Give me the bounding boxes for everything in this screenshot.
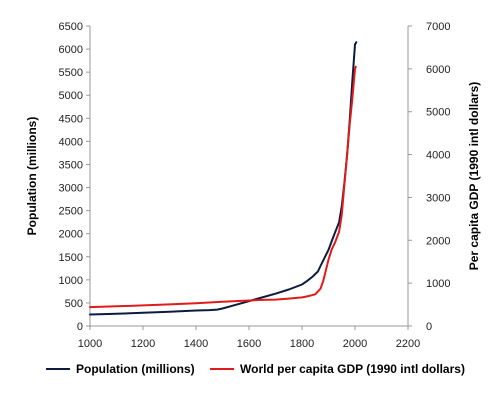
- y2-tick-label: 6000: [426, 64, 450, 76]
- x-tick-label: 1800: [290, 338, 314, 350]
- legend: Population (millions) World per capita GD…: [46, 362, 465, 376]
- y2-tick-label: 0: [426, 321, 432, 333]
- y-tick-label: 5500: [59, 67, 83, 79]
- y-tick-label: 1000: [59, 275, 83, 287]
- y-tick-label: 6500: [59, 21, 83, 33]
- axes: 0 500 1000 1500 2000 2500 3000 3500 4000 4500 5000…: [25, 21, 481, 350]
- y-tick-label: 500: [65, 298, 83, 310]
- y-tick-label: 6000: [59, 44, 83, 56]
- series-line-1: [89, 41, 358, 316]
- x-tick-label: 2200: [396, 338, 420, 350]
- y2-tick-label: 2000: [426, 235, 450, 247]
- y-tick-label: 2500: [59, 206, 83, 218]
- y-tick-label: 3000: [59, 183, 83, 195]
- x-tick-label: 1000: [78, 338, 102, 350]
- x-tick-label: 1400: [184, 338, 208, 350]
- series-line-2: [89, 65, 357, 309]
- y-tick-label: 2000: [59, 229, 83, 241]
- y-tick-label: 1500: [59, 252, 83, 264]
- x-tick-label: 1200: [131, 338, 155, 350]
- x-tick-label: 1600: [237, 338, 261, 350]
- y2-tick-label: 5000: [426, 107, 450, 119]
- y-tick-label: 3500: [59, 159, 83, 171]
- y-tick-label: 4500: [59, 113, 83, 125]
- legend-label-2: World per capita GDP (1990 intl dollars): [240, 362, 465, 376]
- y2-tick-label: 4000: [426, 150, 450, 162]
- y2-tick-label: 1000: [426, 278, 450, 290]
- y-tick-label: 4000: [59, 136, 83, 148]
- y-axis-title: Population (millions): [25, 117, 39, 236]
- x-tick-label: 2000: [343, 338, 367, 350]
- y-tick-label: 0: [77, 321, 83, 333]
- y2-axis-title: Per capita GDP (1990 intl dollars): [467, 82, 481, 271]
- y2-tick-label: 3000: [426, 192, 450, 204]
- legend-label-1: Population (millions): [76, 362, 195, 376]
- y2-tick-label: 7000: [426, 21, 450, 33]
- y-tick-label: 5000: [59, 90, 83, 102]
- series-group: [89, 41, 358, 316]
